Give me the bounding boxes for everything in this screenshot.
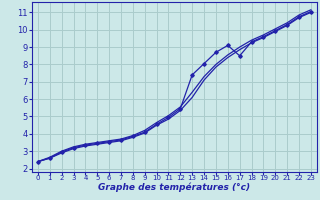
X-axis label: Graphe des températures (°c): Graphe des températures (°c) <box>98 182 251 192</box>
